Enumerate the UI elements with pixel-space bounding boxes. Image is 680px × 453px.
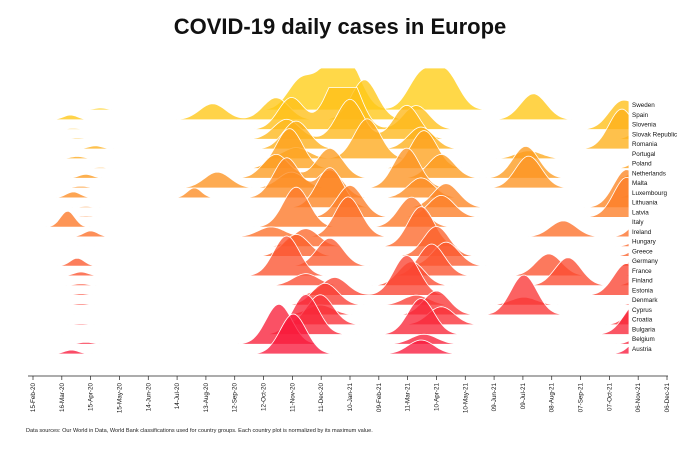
- x-tick-label: 16-Mar-20: [59, 383, 66, 413]
- ridge-slovak-republic: [32, 99, 630, 140]
- x-axis-ticks: 15-Feb-20 16-Mar-20 15-Apr-20 15-May-20 14-J…: [30, 376, 671, 413]
- x-tick-label: 11-Dec-20: [318, 383, 325, 412]
- x-tick-label: 08-Aug-21: [549, 383, 556, 413]
- country-label: Belgium: [632, 336, 655, 343]
- country-label: Greece: [632, 248, 653, 255]
- x-tick-label: 07-Oct-21: [606, 383, 613, 411]
- chart-title: COVID-19 daily cases in Europe: [173, 14, 507, 39]
- x-tick-label: 06-Dec-21: [664, 383, 671, 413]
- ridge-slovenia: [32, 87, 630, 130]
- ridge-austria: [33, 313, 630, 355]
- x-tick-label: 10-May-21: [462, 383, 469, 414]
- country-label: Poland: [632, 161, 652, 168]
- country-label: Austria: [632, 346, 652, 353]
- country-label: Finland: [632, 278, 653, 285]
- country-labels: Sweden Spain Slovenia Slovak Republic Romani…: [632, 102, 677, 353]
- country-label: Sweden: [632, 102, 655, 109]
- country-label: Ireland: [632, 229, 652, 236]
- x-tick-label: 09-Jun-21: [491, 383, 498, 412]
- country-label: Denmark: [632, 297, 658, 304]
- country-label: Slovak Republic: [632, 131, 677, 138]
- x-tick-label: 09-Jul-21: [520, 383, 527, 410]
- data-source-note: Data sources: Our World in Data, World B…: [26, 428, 373, 434]
- country-label: Slovenia: [632, 122, 657, 129]
- country-label: Cyprus: [632, 307, 652, 314]
- country-label: Germany: [632, 258, 659, 265]
- x-tick-label: 11-Mar-21: [405, 383, 412, 412]
- x-tick-label: 15-May-20: [116, 383, 123, 414]
- ridge-croatia: [32, 294, 630, 326]
- x-tick-label: 14-Jun-20: [145, 383, 152, 412]
- country-label: Croatia: [632, 317, 653, 324]
- country-label: France: [632, 268, 652, 275]
- country-label: Estonia: [632, 287, 654, 294]
- x-tick-label: 15-Feb-20: [30, 383, 37, 413]
- ridge-bulgaria: [32, 294, 630, 335]
- country-label: Lithuania: [632, 200, 658, 207]
- x-tick-label: 14-Jul-20: [174, 383, 181, 410]
- x-tick-label: 06-Nov-21: [635, 383, 642, 413]
- country-label: Netherlands: [632, 170, 666, 177]
- ridge-ireland: [32, 196, 630, 238]
- x-tick-label: 10-Jan-21: [347, 383, 354, 412]
- country-label: Italy: [632, 219, 644, 226]
- x-tick-label: 12-Sep-20: [232, 383, 239, 413]
- ridge-lithuania: [33, 167, 630, 208]
- country-label: Latvia: [632, 209, 649, 216]
- country-label: Romania: [632, 141, 658, 148]
- x-tick-label: 15-Apr-20: [88, 383, 95, 411]
- country-label: Hungary: [632, 239, 657, 246]
- ridge-latvia: [32, 176, 630, 218]
- country-label: Portugal: [632, 151, 655, 158]
- country-label: Malta: [632, 180, 648, 187]
- x-tick-label: 10-Apr-21: [433, 383, 440, 411]
- x-tick-label: 12-Oct-20: [261, 383, 268, 411]
- country-label: Luxembourg: [632, 190, 668, 197]
- x-tick-label: 07-Sep-21: [578, 383, 585, 413]
- ridge-belgium: [32, 303, 630, 345]
- country-label: Spain: [632, 112, 649, 119]
- country-label: Bulgaria: [632, 327, 656, 334]
- x-tick-label: 11-Nov-20: [289, 383, 296, 412]
- x-tick-label: 09-Feb-21: [376, 383, 383, 413]
- ridge-netherlands: [32, 145, 630, 179]
- ridgeline-series-group: [32, 67, 630, 355]
- x-tick-label: 13-Aug-20: [203, 383, 210, 413]
